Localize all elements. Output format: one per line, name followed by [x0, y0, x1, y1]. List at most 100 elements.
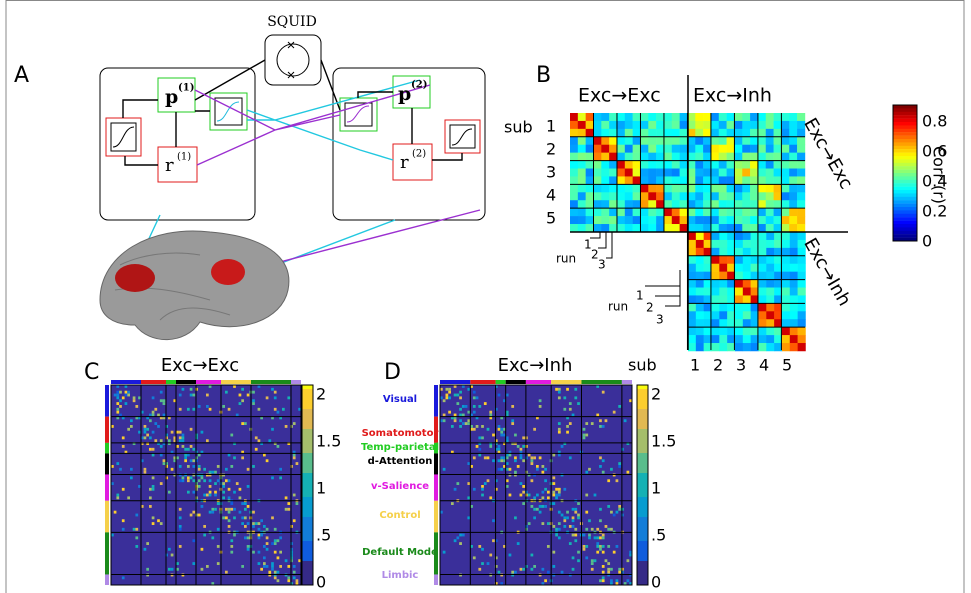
matrix-cell	[718, 128, 727, 138]
matrix-cell	[143, 467, 147, 471]
matrix-cell	[170, 573, 174, 577]
matrix-cell	[489, 573, 493, 577]
matrix-cell	[252, 550, 255, 554]
matrix-cell	[593, 136, 602, 146]
matrix-cell	[719, 232, 728, 241]
matrix-cell	[456, 536, 460, 540]
matrix-cell	[208, 490, 212, 494]
matrix-cell	[143, 427, 147, 431]
matrix-cell	[688, 279, 697, 288]
matrix-cell	[750, 303, 759, 312]
network-label: Default Mode	[362, 547, 438, 558]
matrix-cell	[497, 393, 501, 397]
matrix-cell	[546, 522, 550, 525]
matrix-cell	[750, 152, 759, 161]
matrix-cell	[282, 407, 285, 411]
subject-label: 1	[690, 356, 700, 375]
matrix-cell	[273, 442, 277, 445]
matrix-cell	[470, 465, 473, 468]
matrix-cell	[618, 570, 622, 574]
matrix-cell	[703, 216, 712, 225]
matrix-cell	[648, 136, 657, 146]
network-bar	[166, 380, 176, 384]
matrix-cell	[624, 216, 633, 225]
matrix-cell	[781, 113, 790, 122]
matrix-cell	[797, 176, 806, 185]
matrix-cell	[577, 176, 586, 185]
matrix-cell	[442, 467, 446, 471]
matrix-cell	[599, 536, 602, 540]
matrix-cell	[797, 271, 806, 280]
matrix-cell	[151, 413, 155, 417]
matrix-cell	[577, 502, 580, 505]
subject-label: 4	[759, 356, 769, 375]
matrix-cell	[609, 192, 618, 201]
matrix-cell	[568, 422, 572, 425]
matrix-cell	[287, 396, 291, 400]
colorbar-cell	[302, 569, 313, 574]
matrix-cell	[679, 216, 688, 225]
matrix-cell	[695, 120, 704, 130]
matrix-cell	[612, 410, 616, 414]
matrix-cell	[233, 516, 236, 520]
matrix-cell	[711, 247, 720, 257]
row-label: Exc→Exc	[799, 115, 856, 193]
matrix-cell	[200, 547, 204, 551]
matrix-cell	[276, 579, 280, 583]
matrix-cell	[616, 168, 626, 177]
matrix-cell	[284, 573, 288, 577]
matrix-cell	[593, 216, 602, 225]
matrix-cell	[599, 579, 602, 583]
matrix-cell	[279, 565, 282, 568]
matrix-cell	[757, 128, 767, 138]
matrix-cell	[538, 399, 542, 403]
matrix-cell	[726, 192, 735, 201]
matrix-cell	[459, 425, 462, 428]
matrix-cell	[663, 184, 673, 193]
matrix-cell	[227, 453, 231, 457]
matrix-cell	[574, 507, 578, 511]
matrix-cell	[211, 582, 215, 585]
matrix-cell	[225, 390, 228, 394]
matrix-cell	[710, 160, 720, 169]
matrix-cell	[271, 567, 274, 571]
matrix-cell	[610, 582, 613, 585]
matrix-cell	[184, 447, 187, 451]
matrix-cell	[206, 473, 209, 477]
matrix-cell	[679, 184, 688, 193]
matrix-cell	[640, 160, 649, 169]
matrix-cell	[750, 255, 759, 265]
matrix-cell	[246, 393, 250, 397]
matrix-cell	[671, 224, 680, 233]
matrix-cell	[719, 311, 728, 320]
matrix-cell	[494, 565, 498, 568]
matrix-cell	[765, 160, 774, 169]
matrix-cell	[750, 319, 759, 328]
matrix-cell	[116, 390, 120, 394]
matrix-cell	[442, 413, 446, 417]
matrix-cell	[719, 319, 728, 328]
colorbar-cell	[637, 497, 648, 502]
matrix-cell	[541, 582, 545, 585]
matrix-cell	[624, 176, 633, 185]
matrix-cell	[552, 573, 556, 577]
matrix-cell	[797, 128, 806, 138]
matrix-cell	[530, 459, 534, 463]
matrix-cell	[601, 533, 605, 537]
matrix-cell	[616, 113, 626, 122]
matrix-cell	[773, 120, 782, 130]
matrix-cell	[710, 120, 720, 130]
matrix-cell	[492, 519, 495, 523]
matrix-cell	[774, 271, 783, 280]
matrix-cell	[445, 396, 449, 400]
matrix-cell	[750, 144, 759, 153]
matrix-cell	[500, 459, 504, 463]
matrix-cell	[555, 487, 558, 491]
colorbar-cell	[637, 537, 648, 542]
matrix-cell	[585, 224, 594, 233]
matrix-cell	[284, 507, 288, 511]
matrix-cell	[276, 539, 280, 543]
matrix-cell	[570, 184, 579, 193]
matrix-cell	[494, 439, 498, 443]
colorbar-cell	[637, 457, 648, 462]
